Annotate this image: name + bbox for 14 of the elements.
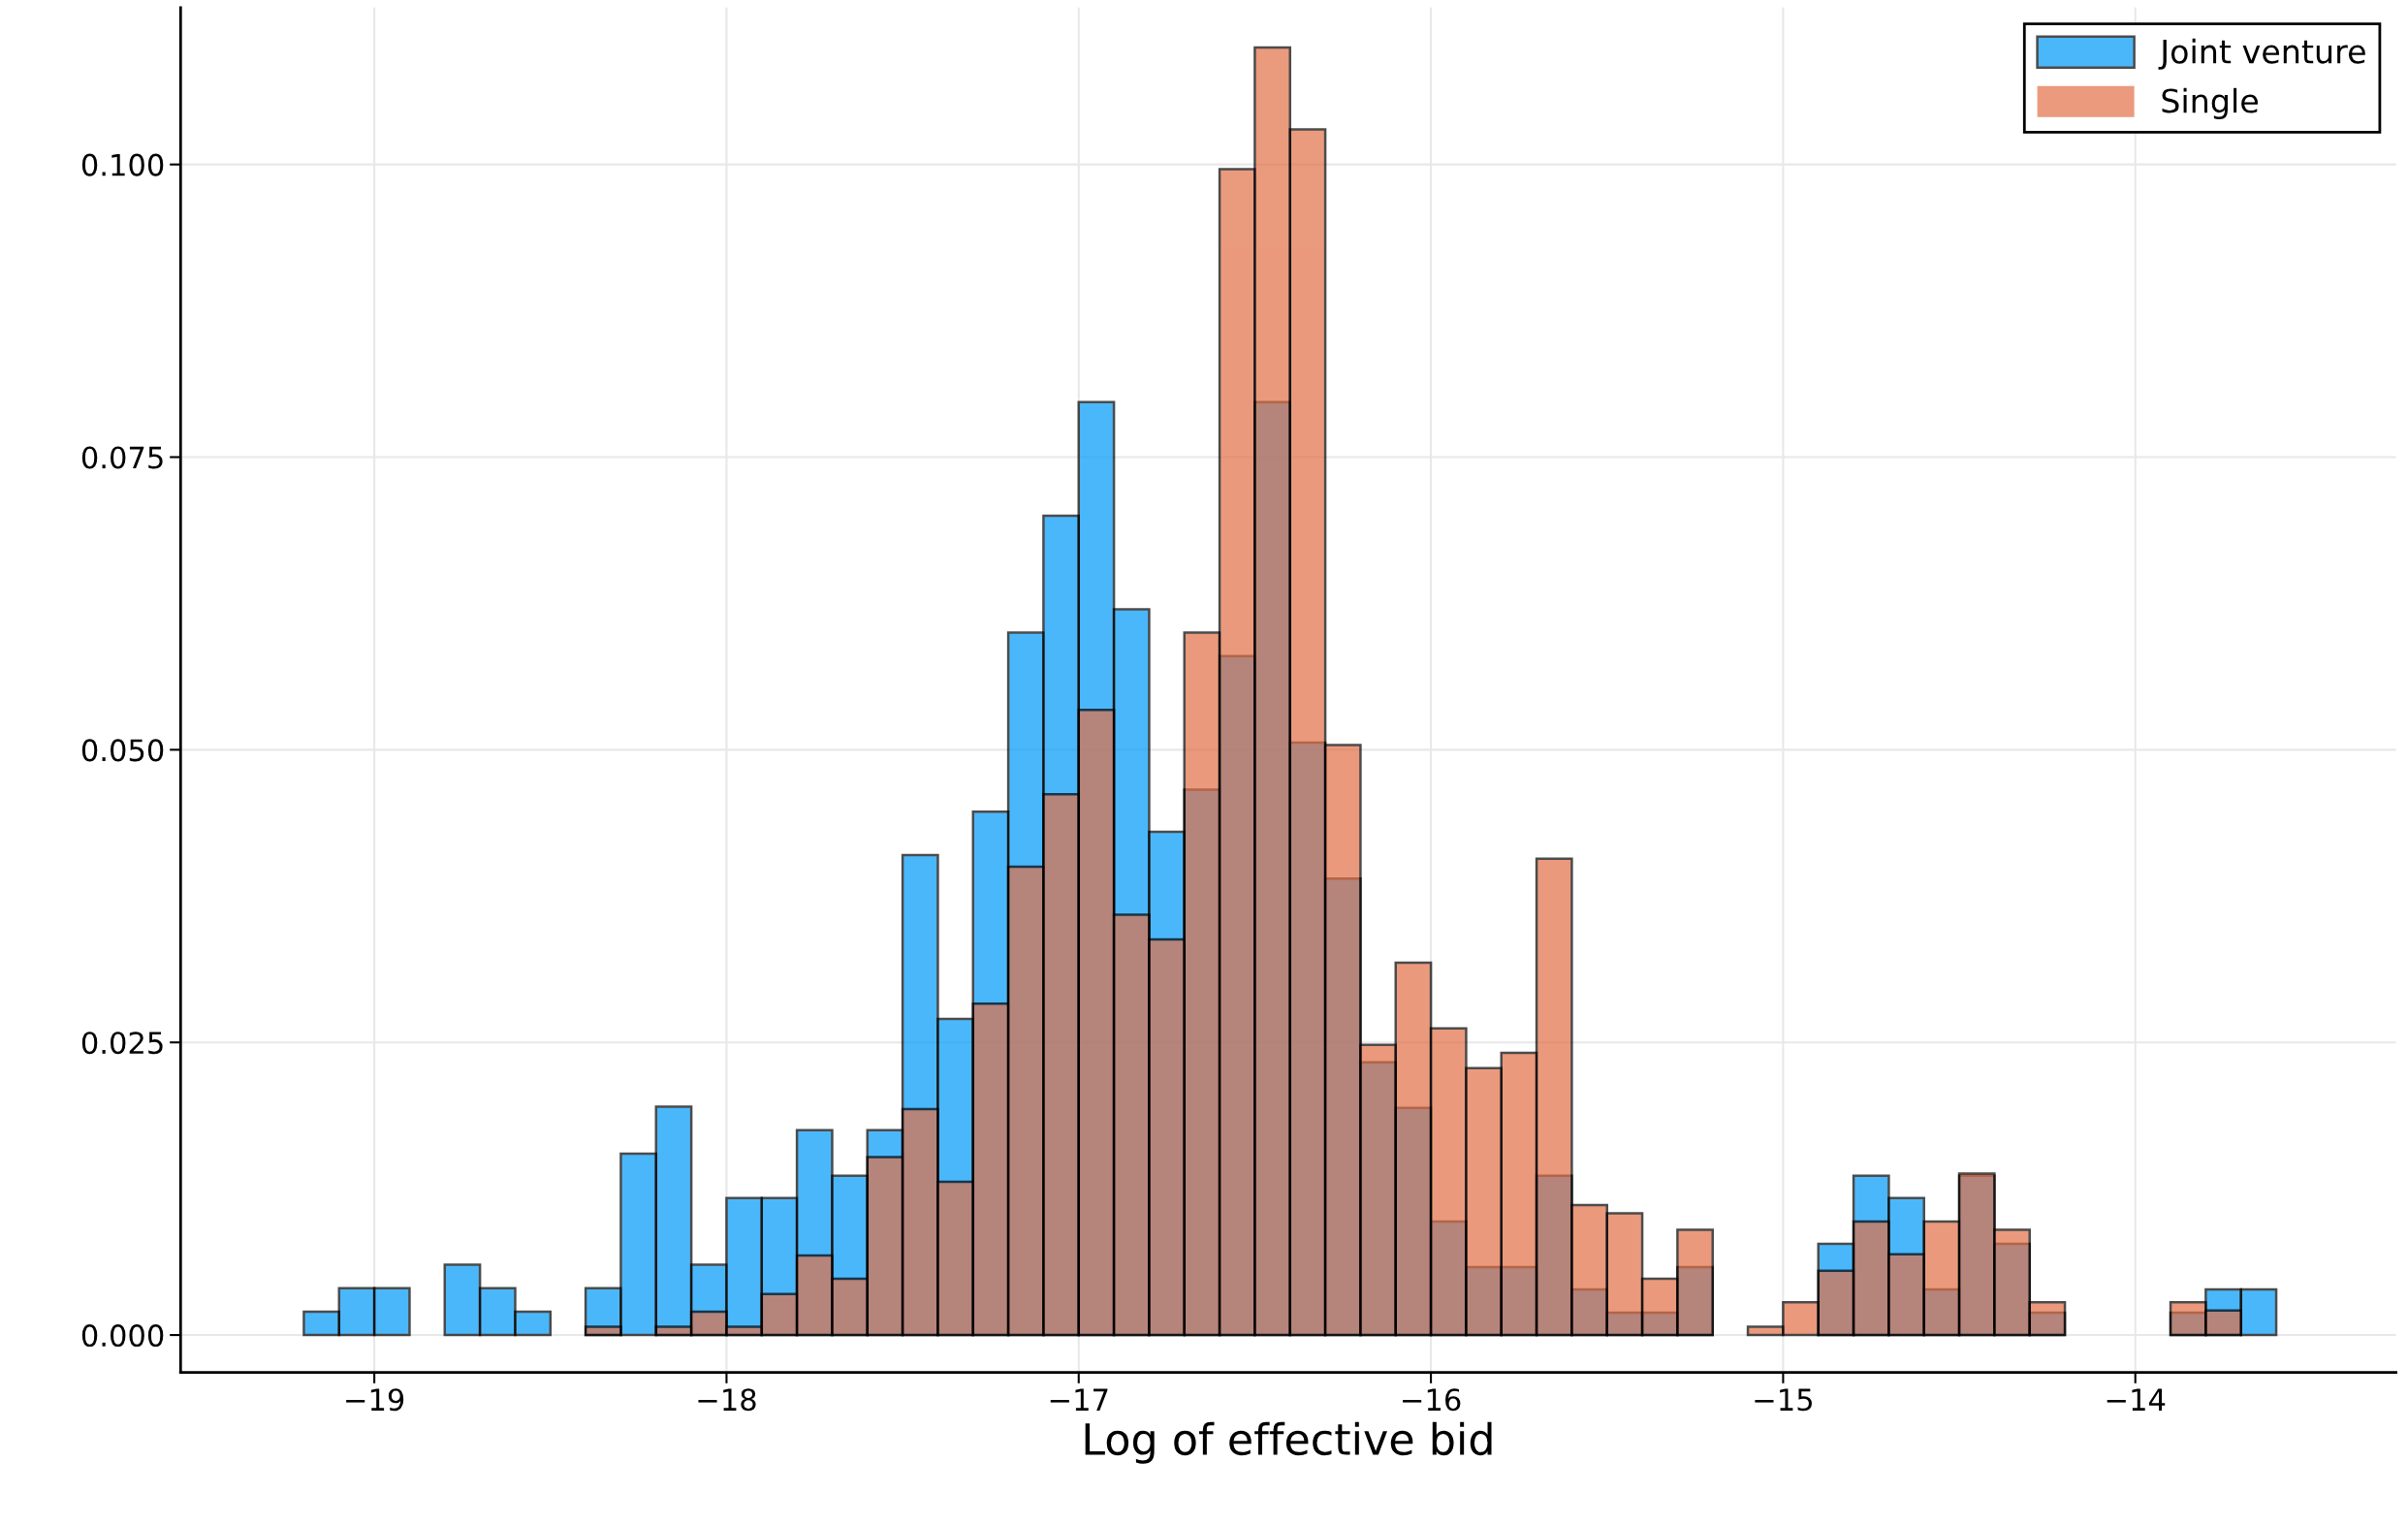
y-tick-label: 0.050: [81, 739, 164, 762]
x-tick-label: −17: [1050, 1388, 1108, 1411]
legend-label: Single: [2162, 87, 2258, 120]
x-tick-label: −19: [346, 1388, 404, 1412]
x-tick-label: −15: [1755, 1388, 1812, 1412]
x-tick-label: −16: [1403, 1388, 1461, 1412]
y-tick-label: 0.075: [81, 446, 163, 469]
x-tick-label: −14: [2107, 1388, 2166, 1411]
x-axis-title: Log of effective bid: [1085, 1421, 1492, 1464]
x-tick-label: −18: [698, 1388, 756, 1412]
y-tick-label: 0.025: [81, 1032, 163, 1055]
y-tick-label: 0.000: [81, 1323, 164, 1348]
y-tick-label: 0.100: [81, 153, 164, 176]
legend-label: Joint venture: [2158, 38, 2365, 70]
